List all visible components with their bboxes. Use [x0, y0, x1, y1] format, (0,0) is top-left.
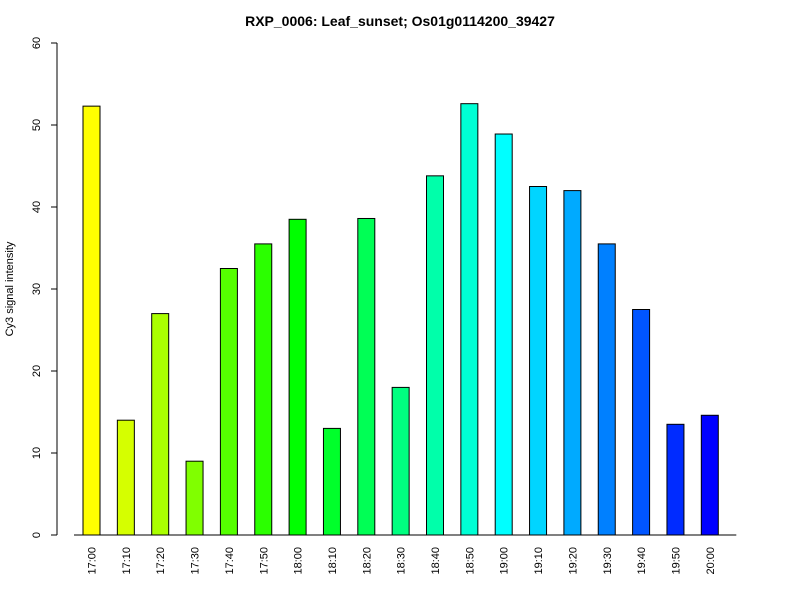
x-tick-label: 17:10	[121, 547, 133, 575]
y-tick-label: 30	[31, 283, 43, 295]
bar	[82, 105, 101, 536]
bar	[563, 190, 582, 536]
bar	[322, 427, 341, 536]
x-tick-label: 19:50	[670, 547, 682, 575]
x-tick-label: 20:00	[705, 547, 717, 575]
bar	[254, 243, 273, 536]
bar	[666, 423, 685, 536]
x-tick-label: 17:00	[87, 547, 99, 575]
x-tick-label: 18:10	[327, 547, 339, 575]
bar	[632, 309, 651, 536]
chart-title: RXP_0006: Leaf_sunset; Os01g0114200_3942…	[245, 13, 555, 29]
bar	[219, 268, 238, 536]
x-axis-tick-labels: 17:00 17:10 17:20 17:30 17:40 17:50 18:00 18:10…	[87, 547, 717, 575]
x-tick-label: 18:50	[464, 547, 476, 575]
y-tick-label: 60	[31, 37, 43, 49]
bar	[460, 103, 479, 536]
y-axis-label: Cy3 signal intensity	[4, 241, 16, 336]
bar	[185, 460, 204, 536]
bar	[391, 386, 410, 536]
x-tick-label: 17:20	[155, 547, 167, 575]
bar	[426, 175, 444, 536]
x-tick-label: 18:40	[430, 547, 442, 575]
x-tick-label: 18:00	[293, 547, 305, 575]
bar	[151, 313, 170, 536]
bar	[529, 186, 548, 536]
bar	[494, 133, 513, 536]
x-tick-label: 19:30	[602, 547, 614, 575]
x-tick-label: 18:30	[396, 547, 408, 575]
y-axis: 0 10 20 30 40 50 60	[31, 37, 58, 538]
x-tick-label: 19:10	[533, 547, 545, 575]
bar	[116, 419, 135, 536]
y-tick-label: 10	[31, 447, 43, 459]
x-tick-label: 19:20	[567, 547, 579, 575]
x-tick-label: 19:40	[636, 547, 648, 575]
x-tick-label: 17:40	[224, 547, 236, 575]
bar	[288, 218, 307, 536]
x-tick-label: 18:20	[361, 547, 373, 575]
y-tick-label: 40	[31, 201, 43, 213]
y-tick-label: 50	[31, 119, 43, 131]
bars-group	[82, 103, 719, 536]
x-tick-label: 19:00	[499, 547, 511, 575]
y-tick-label: 20	[31, 365, 43, 377]
bar	[700, 414, 719, 536]
x-tick-label: 17:30	[190, 547, 202, 575]
y-tick-label: 0	[31, 532, 43, 538]
bar	[357, 217, 376, 536]
x-tick-label: 17:50	[258, 547, 270, 575]
bar	[597, 243, 616, 536]
